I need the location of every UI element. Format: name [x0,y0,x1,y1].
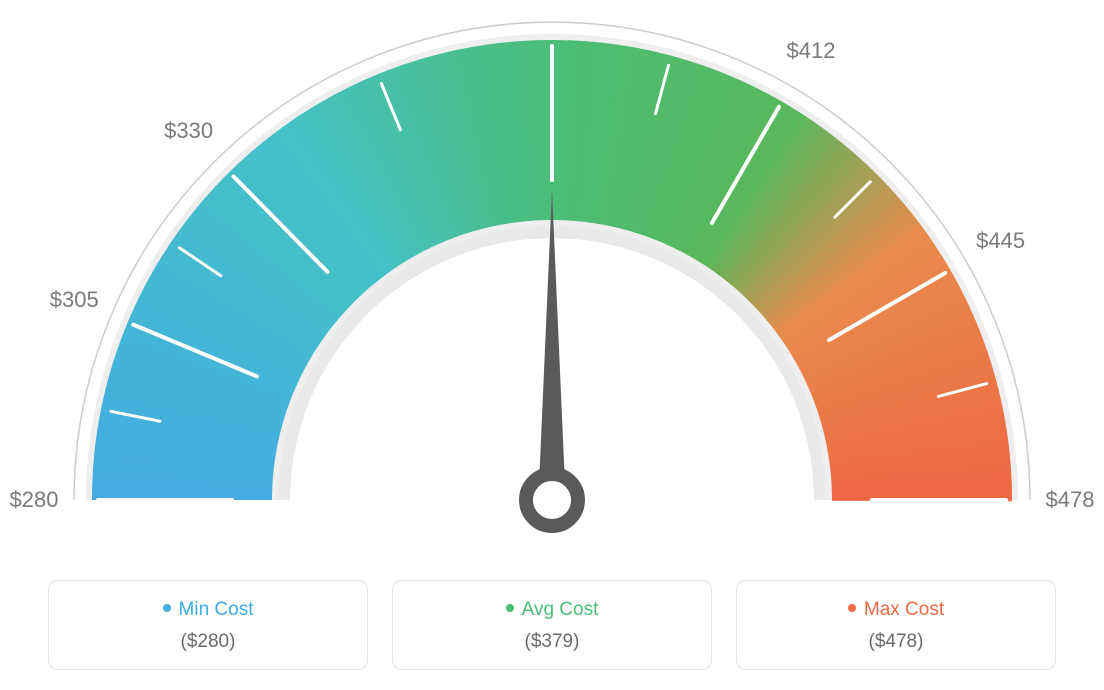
legend-row: Min Cost ($280) Avg Cost ($379) Max Cost… [0,580,1104,670]
legend-label-min: Min Cost [59,599,357,621]
gauge-tick-label: $478 [1046,487,1095,513]
gauge-tick-label: $280 [10,487,59,513]
gauge-tick-label: $305 [50,287,99,313]
legend-value-max: ($478) [747,631,1045,653]
legend-card-min: Min Cost ($280) [48,580,368,670]
legend-label-max: Max Cost [747,599,1045,621]
legend-card-max: Max Cost ($478) [736,580,1056,670]
gauge-tick-label: $412 [787,38,836,64]
chart-container: $280$305$330$379$412$445$478 Min Cost ($… [0,0,1104,690]
legend-label-avg: Avg Cost [403,599,701,621]
gauge-needle-hub [526,474,578,526]
gauge-area: $280$305$330$379$412$445$478 [0,0,1104,560]
legend-value-avg: ($379) [403,631,701,653]
gauge-svg [0,0,1104,560]
gauge-tick-label: $330 [164,118,213,144]
gauge-tick-label: $445 [976,228,1025,254]
legend-card-avg: Avg Cost ($379) [392,580,712,670]
legend-value-min: ($280) [59,631,357,653]
